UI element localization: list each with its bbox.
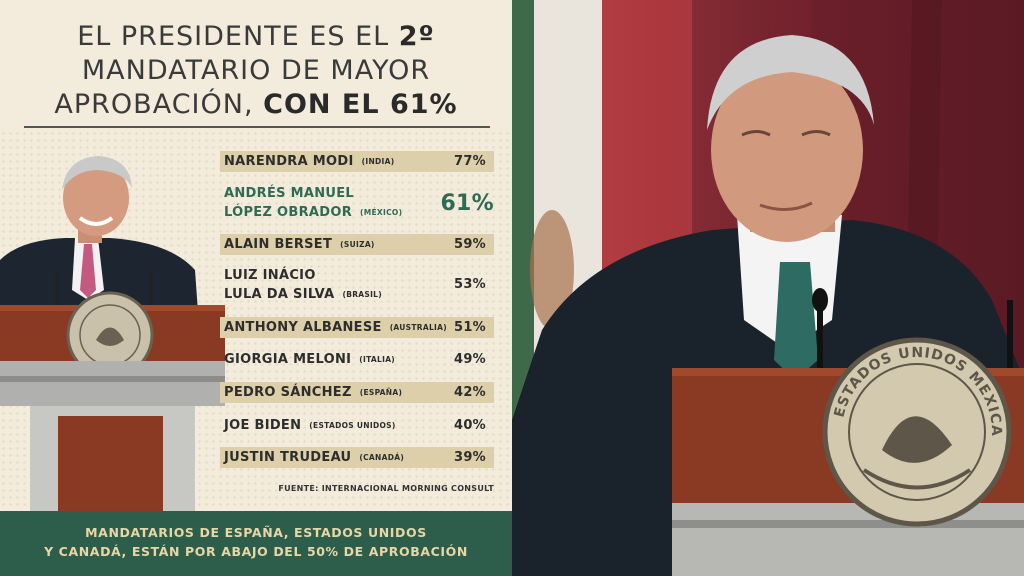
headline-divider — [24, 126, 490, 128]
president-photo: ESTADOS UNIDOS MEXICANOS — [512, 0, 1024, 576]
leader-country: (AUSTRALIA) — [389, 323, 447, 332]
photo-illustration: ESTADOS UNIDOS MEXICANOS — [512, 0, 1024, 576]
footer-banner: MANDATARIOS DE ESPAÑA, ESTADOS UNIDOS Y … — [0, 511, 512, 576]
headline-approval: CON EL 61% — [263, 89, 458, 120]
approval-percentage: 49% — [453, 352, 486, 367]
president-podium-illustration — [0, 156, 225, 511]
leader-name: JOE BIDEN — [224, 418, 302, 433]
leader-name-line1: LUIZ INÁCIO — [224, 268, 316, 283]
headline: EL PRESIDENTE ES EL 2º MANDATARIO DE MAY… — [20, 20, 492, 122]
ranking-row: PEDRO SÁNCHEZ (ESPAÑA) 42% — [220, 382, 494, 403]
ranking-row: JOE BIDEN (ESTADOS UNIDOS) 40% — [220, 415, 494, 436]
ranking-row: JUSTIN TRUDEAU (CANADÁ) 39% — [220, 447, 494, 468]
leader-name: NARENDRA MODI — [224, 154, 354, 169]
footer-text: ESTÁN POR — [126, 544, 222, 559]
ranking-row: ALAIN BERSET (SUIZA) 59% — [220, 234, 494, 255]
headline-line2: MANDATARIO DE MAYOR — [81, 55, 431, 86]
headline-rank: 2º — [398, 21, 435, 52]
ranking-row: LUIZ INÁCIO LULA DA SILVA (BRASIL) 53% — [220, 265, 494, 305]
source-credit: FUENTE: INTERNACIONAL MORNING CONSULT — [278, 484, 494, 493]
leader-country: (MÉXICO) — [360, 208, 403, 217]
leader-name: ANTHONY ALBANESE — [224, 320, 382, 335]
leader-name-line2: LULA DA SILVA — [224, 287, 335, 302]
leader-country: (ESPAÑA) — [359, 388, 403, 397]
leader-name-line1: ANDRÉS MANUEL — [224, 186, 355, 201]
approval-percentage: 39% — [453, 450, 486, 465]
approval-percentage: 51% — [453, 320, 486, 335]
leader-name-line2: LÓPEZ OBRADOR — [224, 205, 353, 220]
leader-country: (ESTADOS UNIDOS) — [309, 421, 396, 430]
leader-country: (SUIZA) — [340, 240, 375, 249]
approval-percentage: 77% — [453, 154, 486, 169]
leader-name: JUSTIN TRUDEAU — [224, 450, 352, 465]
ranking-row: NARENDRA MODI (INDIA) 77% — [220, 151, 494, 172]
ranking-row: GIORGIA MELONI (ITALIA) 49% — [220, 349, 494, 370]
approval-percentage: 40% — [453, 418, 486, 433]
leader-name: PEDRO SÁNCHEZ — [224, 385, 352, 400]
footer-text: MANDATARIOS DE — [85, 525, 225, 540]
leader-country: (CANADÁ) — [359, 453, 405, 462]
ranking-row-featured: ANDRÉS MANUEL LÓPEZ OBRADOR (MÉXICO) 61% — [220, 183, 494, 223]
footer-highlight: ESPAÑA, ESTADOS UNIDOS — [224, 525, 427, 540]
leader-name: GIORGIA MELONI — [224, 352, 352, 367]
approval-percentage: 53% — [453, 277, 486, 292]
infographic-panel: EL PRESIDENTE ES EL 2º MANDATARIO DE MAY… — [0, 0, 512, 576]
leader-country: (ITALIA) — [359, 355, 396, 364]
ranking-row: ANTHONY ALBANESE (AUSTRALIA) 51% — [220, 317, 494, 338]
headline-line3: APROBACIÓN, — [54, 89, 264, 120]
footer-highlight: ABAJO DEL 50% — [221, 544, 339, 559]
approval-percentage: 42% — [453, 385, 486, 400]
footer-highlight: Y CANADÁ, — [44, 544, 127, 559]
footer-text: DE APROBACIÓN — [338, 544, 468, 559]
approval-percentage: 61% — [440, 191, 494, 216]
leader-country: (INDIA) — [361, 157, 395, 166]
leader-country: (BRASIL) — [342, 290, 382, 299]
headline-line1: EL PRESIDENTE ES EL — [77, 21, 399, 52]
approval-percentage: 59% — [453, 237, 486, 252]
leader-name: ALAIN BERSET — [224, 237, 333, 252]
